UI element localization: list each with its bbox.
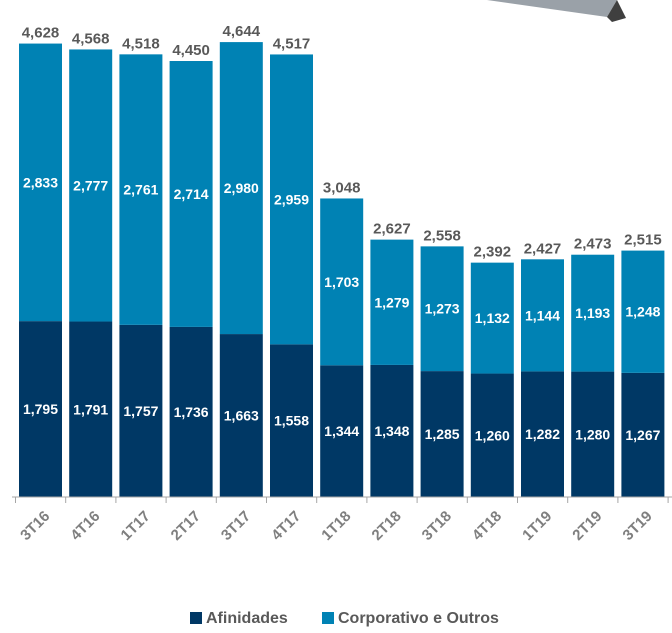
label-afinidades: 1,285 [425, 426, 460, 442]
label-corporativo: 2,714 [174, 186, 209, 202]
bar-afinidades [521, 371, 564, 497]
label-afinidades: 1,736 [174, 404, 209, 420]
x-tick-label: 2T19 [569, 508, 605, 544]
bar-corporativo [571, 254, 615, 372]
label-afinidades: 1,791 [73, 401, 108, 417]
bar-afinidades [621, 372, 665, 497]
legend: Afinidades Corporativo e Outros [190, 610, 499, 627]
label-afinidades: 1,663 [224, 408, 259, 424]
bar-corporativo [169, 61, 213, 327]
bar-corporativo [420, 246, 464, 372]
x-tick-label: 3T19 [620, 508, 656, 544]
x-tick-label: 2T18 [369, 508, 405, 544]
bar-corporativo [19, 43, 62, 322]
corner-arrow-shadow [607, 0, 626, 22]
label-corporativo: 2,980 [224, 180, 259, 196]
bar-afinidades [169, 326, 213, 497]
total-label: 3,048 [323, 179, 361, 196]
x-tick-label: 1T17 [118, 508, 154, 544]
corner-arrow-decoration [487, 0, 617, 17]
total-label: 4,568 [72, 30, 110, 47]
bar-corporativo [219, 42, 263, 335]
label-corporativo: 1,248 [625, 304, 660, 320]
bar-afinidades [470, 373, 514, 497]
legend-label-corporativo: Corporativo e Outros [338, 610, 499, 627]
bar-corporativo [320, 198, 364, 366]
label-corporativo: 1,193 [575, 305, 610, 321]
label-corporativo: 1,144 [525, 307, 560, 323]
legend-swatch-afinidades [190, 612, 202, 624]
bars-layer [19, 42, 665, 497]
bar-afinidades [370, 364, 414, 497]
label-corporativo: 1,703 [324, 274, 359, 290]
bar-corporativo [119, 54, 163, 325]
x-tick-label: 2T17 [168, 508, 204, 544]
total-label: 2,558 [423, 227, 461, 244]
label-afinidades: 1,267 [625, 427, 660, 443]
bar-afinidades [19, 321, 62, 497]
legend-label-afinidades: Afinidades [206, 610, 288, 627]
total-label: 2,427 [524, 240, 562, 257]
label-corporativo: 1,273 [425, 301, 460, 317]
x-tick-label: 3T16 [17, 508, 53, 544]
label-afinidades: 1,348 [374, 423, 409, 439]
label-afinidades: 1,757 [123, 403, 158, 419]
label-corporativo: 2,761 [123, 182, 158, 198]
label-corporativo: 2,959 [274, 191, 309, 207]
x-tick-label: 3T18 [419, 508, 455, 544]
bar-corporativo [621, 250, 665, 373]
x-tick-label: 4T18 [469, 508, 505, 544]
label-afinidades: 1,558 [274, 413, 309, 429]
bar-afinidades [119, 324, 163, 497]
total-label: 2,627 [373, 221, 411, 238]
total-label: 4,644 [223, 23, 261, 40]
bar-corporativo [69, 49, 113, 322]
legend-swatch-corporativo [322, 612, 334, 624]
label-afinidades: 1,344 [324, 423, 359, 439]
x-tick-label: 4T17 [268, 508, 304, 544]
x-tick-label: 1T18 [318, 508, 354, 544]
total-label: 4,517 [273, 35, 311, 52]
total-label: 2,515 [624, 232, 662, 249]
total-label: 2,392 [474, 244, 512, 261]
bar-afinidades [270, 344, 313, 497]
label-afinidades: 1,282 [525, 426, 560, 442]
bar-corporativo [270, 54, 313, 345]
label-afinidades: 1,280 [575, 426, 610, 442]
total-label: 2,473 [574, 236, 612, 253]
bar-afinidades [420, 371, 464, 497]
total-label: 4,518 [122, 35, 160, 52]
x-tick-label: 3T17 [218, 508, 254, 544]
tick-marks [15, 497, 669, 503]
bar-afinidades [219, 334, 263, 497]
label-corporativo: 2,833 [23, 174, 58, 190]
label-corporativo: 2,777 [73, 177, 108, 193]
label-afinidades: 1,260 [475, 427, 510, 443]
bar-corporativo [470, 262, 514, 374]
x-tick-label: 4T16 [67, 508, 103, 544]
total-label: 4,450 [172, 42, 210, 59]
bar-afinidades [69, 321, 113, 497]
total-label: 4,628 [22, 25, 60, 42]
bar-corporativo [370, 239, 414, 365]
label-corporativo: 1,132 [475, 310, 510, 326]
label-corporativo: 1,279 [374, 294, 409, 310]
bar-corporativo [521, 259, 564, 372]
x-tick-label: 1T19 [519, 508, 555, 544]
label-afinidades: 1,795 [23, 401, 58, 417]
bar-afinidades [320, 365, 364, 497]
bar-afinidades [571, 371, 615, 497]
